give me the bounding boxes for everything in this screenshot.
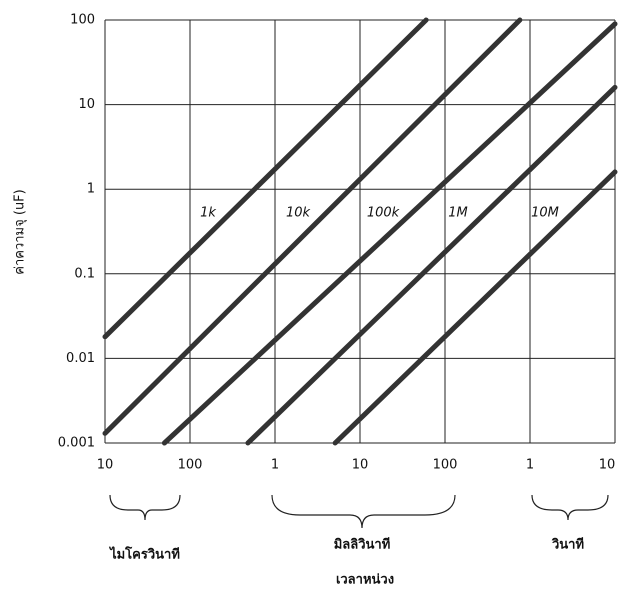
x-tick-label: 1 — [271, 458, 279, 473]
x-tick-label: 100 — [178, 458, 203, 473]
chart: ค่าความจุ (uF) เวลาหน่วง 0.001 0.01 0.1 1 10… — [0, 0, 620, 594]
x-tick-label: 10 — [352, 458, 369, 473]
y-tick-label: 100 — [70, 13, 95, 28]
series-line — [164, 24, 615, 443]
y-axis-label: ค่าความจุ (uF) — [13, 189, 28, 274]
x-group-label: มิลลิวินาที — [334, 537, 391, 553]
x-tick-label: 1 — [526, 458, 534, 473]
series-line — [105, 20, 426, 337]
series-label: 10M — [531, 206, 559, 221]
x-tick-label: 10 — [97, 458, 114, 473]
brace — [272, 495, 455, 528]
y-tick-label: 10 — [78, 97, 95, 112]
x-tick-label: 100 — [433, 458, 458, 473]
brace — [110, 495, 180, 520]
y-tick-label: 0.01 — [66, 351, 95, 366]
series-line — [105, 20, 520, 433]
series-label: 100k — [367, 206, 400, 221]
series-label: 1k — [200, 206, 216, 221]
series-label: 1M — [448, 206, 468, 221]
y-tick-label: 1 — [87, 182, 95, 197]
series-label: 10k — [286, 206, 311, 221]
y-tick-label: 0.001 — [58, 436, 95, 451]
x-group-label: วินาที — [551, 537, 584, 553]
y-tick-label: 0.1 — [74, 266, 95, 281]
x-group-label: ไมโครวินาที — [108, 546, 180, 563]
brace — [532, 495, 608, 520]
x-axis-label: เวลาหน่วง — [336, 573, 394, 588]
x-tick-label: 10 — [599, 458, 616, 473]
